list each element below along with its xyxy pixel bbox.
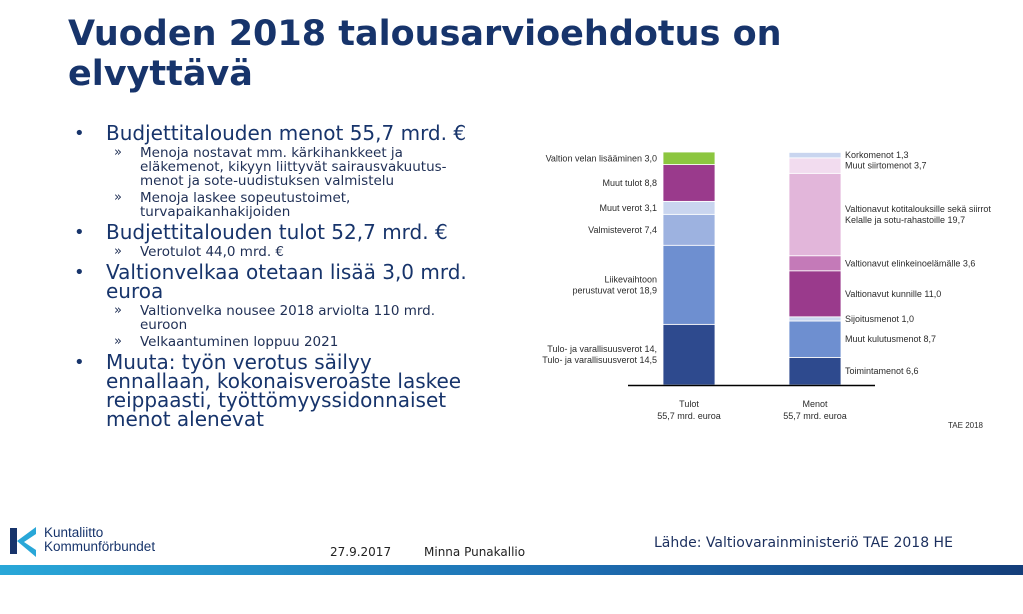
segment-label: Muut siirtomenot 3,7 — [845, 161, 927, 171]
segment-label: Tulo- ja varallisuusverot 14, — [547, 344, 657, 354]
segment-label: Valmisteverot 7,4 — [588, 225, 657, 235]
bar-segment — [662, 323, 716, 386]
bar-segment — [788, 316, 842, 322]
segment-label: Sijoitusmenot 1,0 — [845, 314, 914, 324]
sub-bullet: Menoja nostavat mm. kärkihankkeet ja elä… — [106, 146, 474, 188]
bar-segment — [662, 151, 716, 165]
bullet-3: Valtionvelkaa otetaan lisää 3,0 mrd. eur… — [74, 260, 474, 349]
bar-segment — [788, 356, 842, 386]
bar-segment — [662, 244, 716, 325]
bar-segment — [788, 255, 842, 272]
bullet-2-text: Budjettitalouden tulot 52,7 mrd. € — [106, 220, 448, 244]
segment-label: Muut verot 3,1 — [599, 203, 657, 213]
bullet-3-text: Valtionvelkaa otetaan lisää 3,0 mrd. eur… — [106, 260, 467, 303]
logo-line-1: Kuntaliitto — [44, 525, 104, 540]
category-label: Menot — [802, 399, 828, 409]
segment-label: Toimintamenot 6,6 — [845, 366, 919, 376]
segment-label: Liikevaihtoon — [604, 274, 657, 284]
bar-segment — [788, 172, 842, 257]
bullet-2-sublist: Verotulot 44,0 mrd. € — [106, 245, 474, 259]
chart-annotation: TAE 2018 — [948, 421, 984, 430]
bar-segment — [662, 213, 716, 246]
bar-segment — [788, 320, 842, 358]
segment-label: perustuvat verot 18,9 — [572, 285, 657, 295]
segment-label: Korkomenot 1,3 — [845, 150, 909, 160]
sub-bullet: Verotulot 44,0 mrd. € — [106, 245, 474, 259]
footer-author: Minna Punakallio — [424, 545, 526, 559]
segment-label: Valtionavut kotitalouksille sekä siirrot — [845, 204, 991, 214]
logo-line-2: Kommunförbundet — [44, 539, 156, 554]
bullet-4: Muuta: työn verotus säilyy ennallaan, ko… — [74, 350, 474, 431]
bar-segment — [662, 200, 716, 215]
source-note: Lähde: Valtiovarainministeriö TAE 2018 H… — [654, 535, 953, 551]
segment-label: Valtion velan lisääminen 3,0 — [546, 153, 657, 163]
category-label: Tulot — [679, 399, 699, 409]
bullet-1-sublist: Menoja nostavat mm. kärkihankkeet ja elä… — [106, 146, 474, 219]
sub-bullet: Menoja laskee sopeutustoimet, turvapaika… — [106, 191, 474, 219]
bullet-3-sublist: Valtionvelka nousee 2018 arviolta 110 mr… — [106, 304, 474, 349]
segment-label: Tulo- ja varallisuusverot 14,5 — [542, 355, 657, 365]
bullet-1-text: Budjettitalouden menot 55,7 mrd. € — [106, 121, 467, 145]
segment-label: Valtionavut kunnille 11,0 — [845, 289, 941, 299]
bullet-list: Budjettitalouden menot 55,7 mrd. € Menoj… — [74, 121, 474, 429]
footer-date: 27.9.2017 — [330, 545, 392, 559]
segment-label: Muut kulutusmenot 8,7 — [845, 334, 936, 344]
bar-segment — [662, 164, 716, 202]
slide-title: Vuoden 2018 talousarvioehdotus on elvytt… — [68, 14, 782, 94]
logo-text: Kuntaliitto Kommunförbundet — [44, 526, 155, 554]
bar-segment — [788, 157, 842, 174]
stacked-bar-chart: Tulo- ja varallisuusverot 14,Tulo- ja va… — [542, 150, 991, 430]
segment-label: Muut tulot 8,8 — [602, 178, 657, 188]
bar-segment — [788, 270, 842, 318]
logo-icon — [10, 527, 36, 557]
sub-bullet: Valtionvelka nousee 2018 arviolta 110 mr… — [106, 304, 474, 332]
kuntaliitto-logo: Kuntaliitto Kommunförbundet — [8, 524, 198, 560]
category-label: 55,7 mrd. euroa — [657, 411, 721, 421]
bullet-4-text: Muuta: työn verotus säilyy ennallaan, ko… — [106, 350, 462, 431]
segment-label: Valtionavut elinkeinoelämälle 3,6 — [845, 258, 975, 268]
bullet-2: Budjettitalouden tulot 52,7 mrd. € Verot… — [74, 220, 474, 259]
category-label: 55,7 mrd. euroa — [783, 411, 847, 421]
segment-label: Kelalle ja sotu-rahastoille 19,7 — [845, 215, 965, 225]
bullet-1: Budjettitalouden menot 55,7 mrd. € Menoj… — [74, 121, 474, 219]
bar-segment — [788, 152, 842, 159]
footer-bar — [0, 565, 1023, 575]
sub-bullet: Velkaantuminen loppuu 2021 — [106, 335, 474, 349]
